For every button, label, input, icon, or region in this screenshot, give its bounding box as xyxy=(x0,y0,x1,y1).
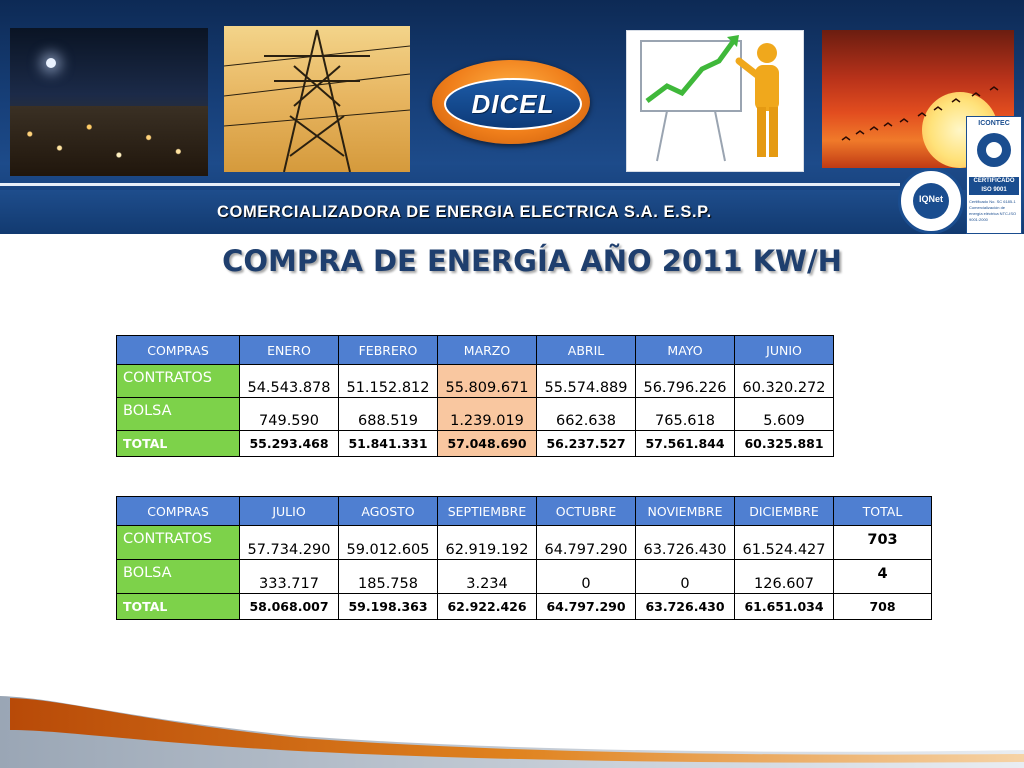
table-header-row: COMPRAS JULIO AGOSTO SEPTIEMBRE OCTUBRE … xyxy=(116,496,932,526)
table-cell: 57.561.844 xyxy=(635,430,735,457)
table-cell-highlighted: 55.809.671 xyxy=(437,364,537,398)
table-cell: 60.325.881 xyxy=(734,430,834,457)
icontec-band: CERTIFICADO ISO 9001 xyxy=(969,177,1019,195)
row-label: TOTAL xyxy=(116,430,240,457)
table-cell: 63.726.430 xyxy=(635,593,735,620)
table-cell: 58.068.007 xyxy=(239,593,339,620)
table-cell: 3.234 xyxy=(437,559,537,594)
iqnet-label: IQNet xyxy=(918,194,943,204)
table-cell-total: 4 xyxy=(833,559,932,594)
header-cell: MAYO xyxy=(635,335,735,365)
header-cell: JULIO xyxy=(239,496,339,526)
table-cell: 62.919.192 xyxy=(437,525,537,560)
icontec-fine-print: Certificado No. SC 6185-1 Comercializaci… xyxy=(969,199,1017,222)
header-cell: TOTAL xyxy=(833,496,932,526)
tagline-bar xyxy=(0,190,1024,234)
header-cell: ABRIL xyxy=(536,335,636,365)
table-cell-highlighted: 57.048.690 xyxy=(437,430,537,457)
table-cell: 60.320.272 xyxy=(734,364,834,398)
header-cell: DICIEMBRE xyxy=(734,496,834,526)
banner-divider xyxy=(0,183,900,186)
header-cell: FEBRERO xyxy=(338,335,438,365)
icontec-label: ICONTEC xyxy=(978,120,1010,127)
table-cell: 57.734.290 xyxy=(239,525,339,560)
iqnet-certification-badge: IQNet xyxy=(898,168,964,234)
header-cell: NOVIEMBRE xyxy=(635,496,735,526)
row-label: BOLSA xyxy=(116,397,240,431)
moon-icon xyxy=(46,58,56,68)
company-tagline: COMERCIALIZADORA DE ENERGIA ELECTRICA S.… xyxy=(217,203,712,221)
table-cell: 185.758 xyxy=(338,559,438,594)
growth-chart-icon xyxy=(640,35,779,162)
table-cell: 0 xyxy=(536,559,636,594)
table-row: BOLSA 333.717 185.758 3.234 0 0 126.607 … xyxy=(116,559,932,594)
table-cell: 5.609 xyxy=(734,397,834,431)
birds-icon xyxy=(841,86,999,141)
table-cell: 56.237.527 xyxy=(536,430,636,457)
header-cell: COMPRAS xyxy=(116,496,240,526)
table-cell: 126.607 xyxy=(734,559,834,594)
table-total-row: TOTAL 55.293.468 51.841.331 57.048.690 5… xyxy=(116,430,834,457)
table-cell: 64.797.290 xyxy=(536,593,636,620)
row-label: CONTRATOS xyxy=(116,525,240,560)
icontec-mark-icon xyxy=(977,133,1011,167)
table-cell: 59.012.605 xyxy=(338,525,438,560)
table-cell: 61.524.427 xyxy=(734,525,834,560)
city-night-photo xyxy=(10,28,208,176)
table-cell-total: 703 xyxy=(833,525,932,560)
table-row: BOLSA 749.590 688.519 1.239.019 662.638 … xyxy=(116,397,834,431)
header-cell: JUNIO xyxy=(734,335,834,365)
header-cell: ENERO xyxy=(239,335,339,365)
table-header-row: COMPRAS ENERO FEBRERO MARZO ABRIL MAYO J… xyxy=(116,335,834,365)
energy-table-second-half: COMPRAS JULIO AGOSTO SEPTIEMBRE OCTUBRE … xyxy=(116,496,932,620)
header-cell: AGOSTO xyxy=(338,496,438,526)
row-label: CONTRATOS xyxy=(116,364,240,398)
header-cell: SEPTIEMBRE xyxy=(437,496,537,526)
city-lights xyxy=(10,106,208,176)
table-cell: 51.841.331 xyxy=(338,430,438,457)
icontec-certification-badge: ICONTEC CERTIFICADO ISO 9001 Certificado… xyxy=(966,116,1022,234)
footer-swoosh xyxy=(0,696,1024,768)
table-cell: 55.574.889 xyxy=(536,364,636,398)
table-cell: 64.797.290 xyxy=(536,525,636,560)
header-banner: DICEL COMERCIALIZADORA D xyxy=(0,0,1024,234)
header-cell: MARZO xyxy=(437,335,537,365)
table-cell: 62.922.426 xyxy=(437,593,537,620)
presentation-chart-photo xyxy=(626,30,804,172)
table-cell: 63.726.430 xyxy=(635,525,735,560)
table-cell: 51.152.812 xyxy=(338,364,438,398)
logo-text: DICEL xyxy=(471,89,555,119)
table-cell: 55.293.468 xyxy=(239,430,339,457)
table-cell-highlighted: 1.239.019 xyxy=(437,397,537,431)
header-cell: COMPRAS xyxy=(116,335,240,365)
row-label: TOTAL xyxy=(116,593,240,620)
table-cell: 54.543.878 xyxy=(239,364,339,398)
table-cell: 662.638 xyxy=(536,397,636,431)
table-cell-total: 708 xyxy=(833,593,932,620)
page-title: COMPRA DE ENERGÍA AÑO 2011 KW/H xyxy=(222,244,842,278)
table-cell: 56.796.226 xyxy=(635,364,735,398)
table-cell: 0 xyxy=(635,559,735,594)
table-cell: 749.590 xyxy=(239,397,339,431)
table-total-row: TOTAL 58.068.007 59.198.363 62.922.426 6… xyxy=(116,593,932,620)
table-cell: 765.618 xyxy=(635,397,735,431)
power-tower-photo xyxy=(224,26,410,172)
power-tower-icon xyxy=(224,29,410,172)
table-cell: 61.651.034 xyxy=(734,593,834,620)
header-cell: OCTUBRE xyxy=(536,496,636,526)
table-cell: 59.198.363 xyxy=(338,593,438,620)
table-row: CONTRATOS 57.734.290 59.012.605 62.919.1… xyxy=(116,525,932,560)
energy-table-first-half: COMPRAS ENERO FEBRERO MARZO ABRIL MAYO J… xyxy=(116,335,834,457)
table-row: CONTRATOS 54.543.878 51.152.812 55.809.6… xyxy=(116,364,834,398)
table-cell: 333.717 xyxy=(239,559,339,594)
row-label: BOLSA xyxy=(116,559,240,594)
table-cell: 688.519 xyxy=(338,397,438,431)
dicel-logo: DICEL xyxy=(432,60,590,144)
